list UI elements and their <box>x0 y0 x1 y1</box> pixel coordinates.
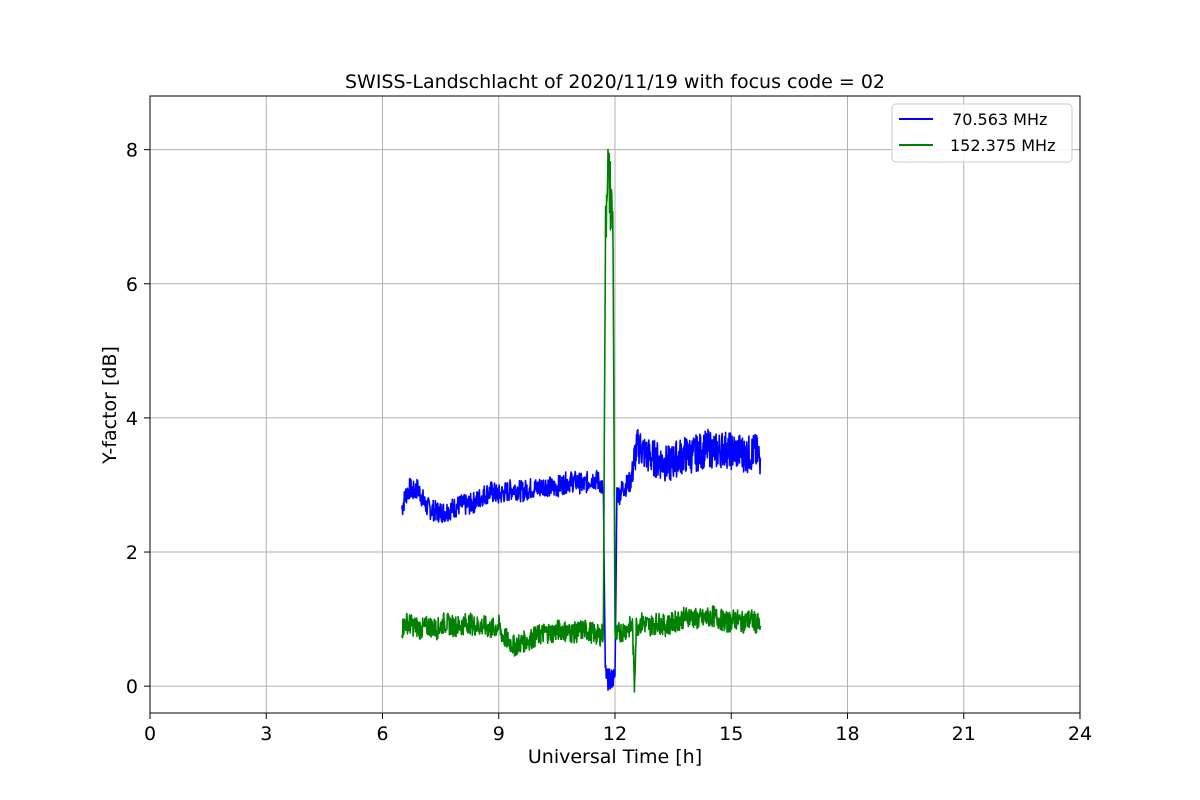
y-tick-label: 0 <box>126 676 138 698</box>
x-axis-label: Universal Time [h] <box>528 746 702 768</box>
x-tick-label: 24 <box>1068 723 1092 745</box>
x-tick-label: 3 <box>260 723 272 745</box>
series-layer <box>401 148 762 693</box>
y-axis-ticks: 0 2 4 6 8 <box>126 140 150 698</box>
x-tick-label: 21 <box>952 723 976 745</box>
x-tick-label: 15 <box>719 723 743 745</box>
x-tick-label: 9 <box>493 723 505 745</box>
x-tick-label: 18 <box>835 723 859 745</box>
y-tick-label: 2 <box>126 542 138 564</box>
x-tick-label: 6 <box>376 723 388 745</box>
x-tick-label: 0 <box>144 723 156 745</box>
legend-label-70mhz: 70.563 MHz <box>947 110 1047 129</box>
legend: 70.563 MHz 152.375 MHz <box>891 103 1073 163</box>
x-tick-label: 12 <box>603 723 627 745</box>
y-tick-label: 6 <box>126 274 138 296</box>
series-line-0 <box>401 428 762 691</box>
chart-title: SWISS-Landschlacht of 2020/11/19 with fo… <box>345 71 885 93</box>
series-line-1 <box>401 148 762 693</box>
legend-label-152mhz: 152.375 MHz <box>950 136 1055 155</box>
y-tick-label: 8 <box>126 140 138 162</box>
y-tick-label: 4 <box>126 408 138 430</box>
x-axis-ticks: 0 3 6 9 12 15 18 21 24 <box>144 713 1092 745</box>
y-axis-label: Y-factor [dB] <box>99 346 121 465</box>
legend-box <box>891 103 1073 163</box>
